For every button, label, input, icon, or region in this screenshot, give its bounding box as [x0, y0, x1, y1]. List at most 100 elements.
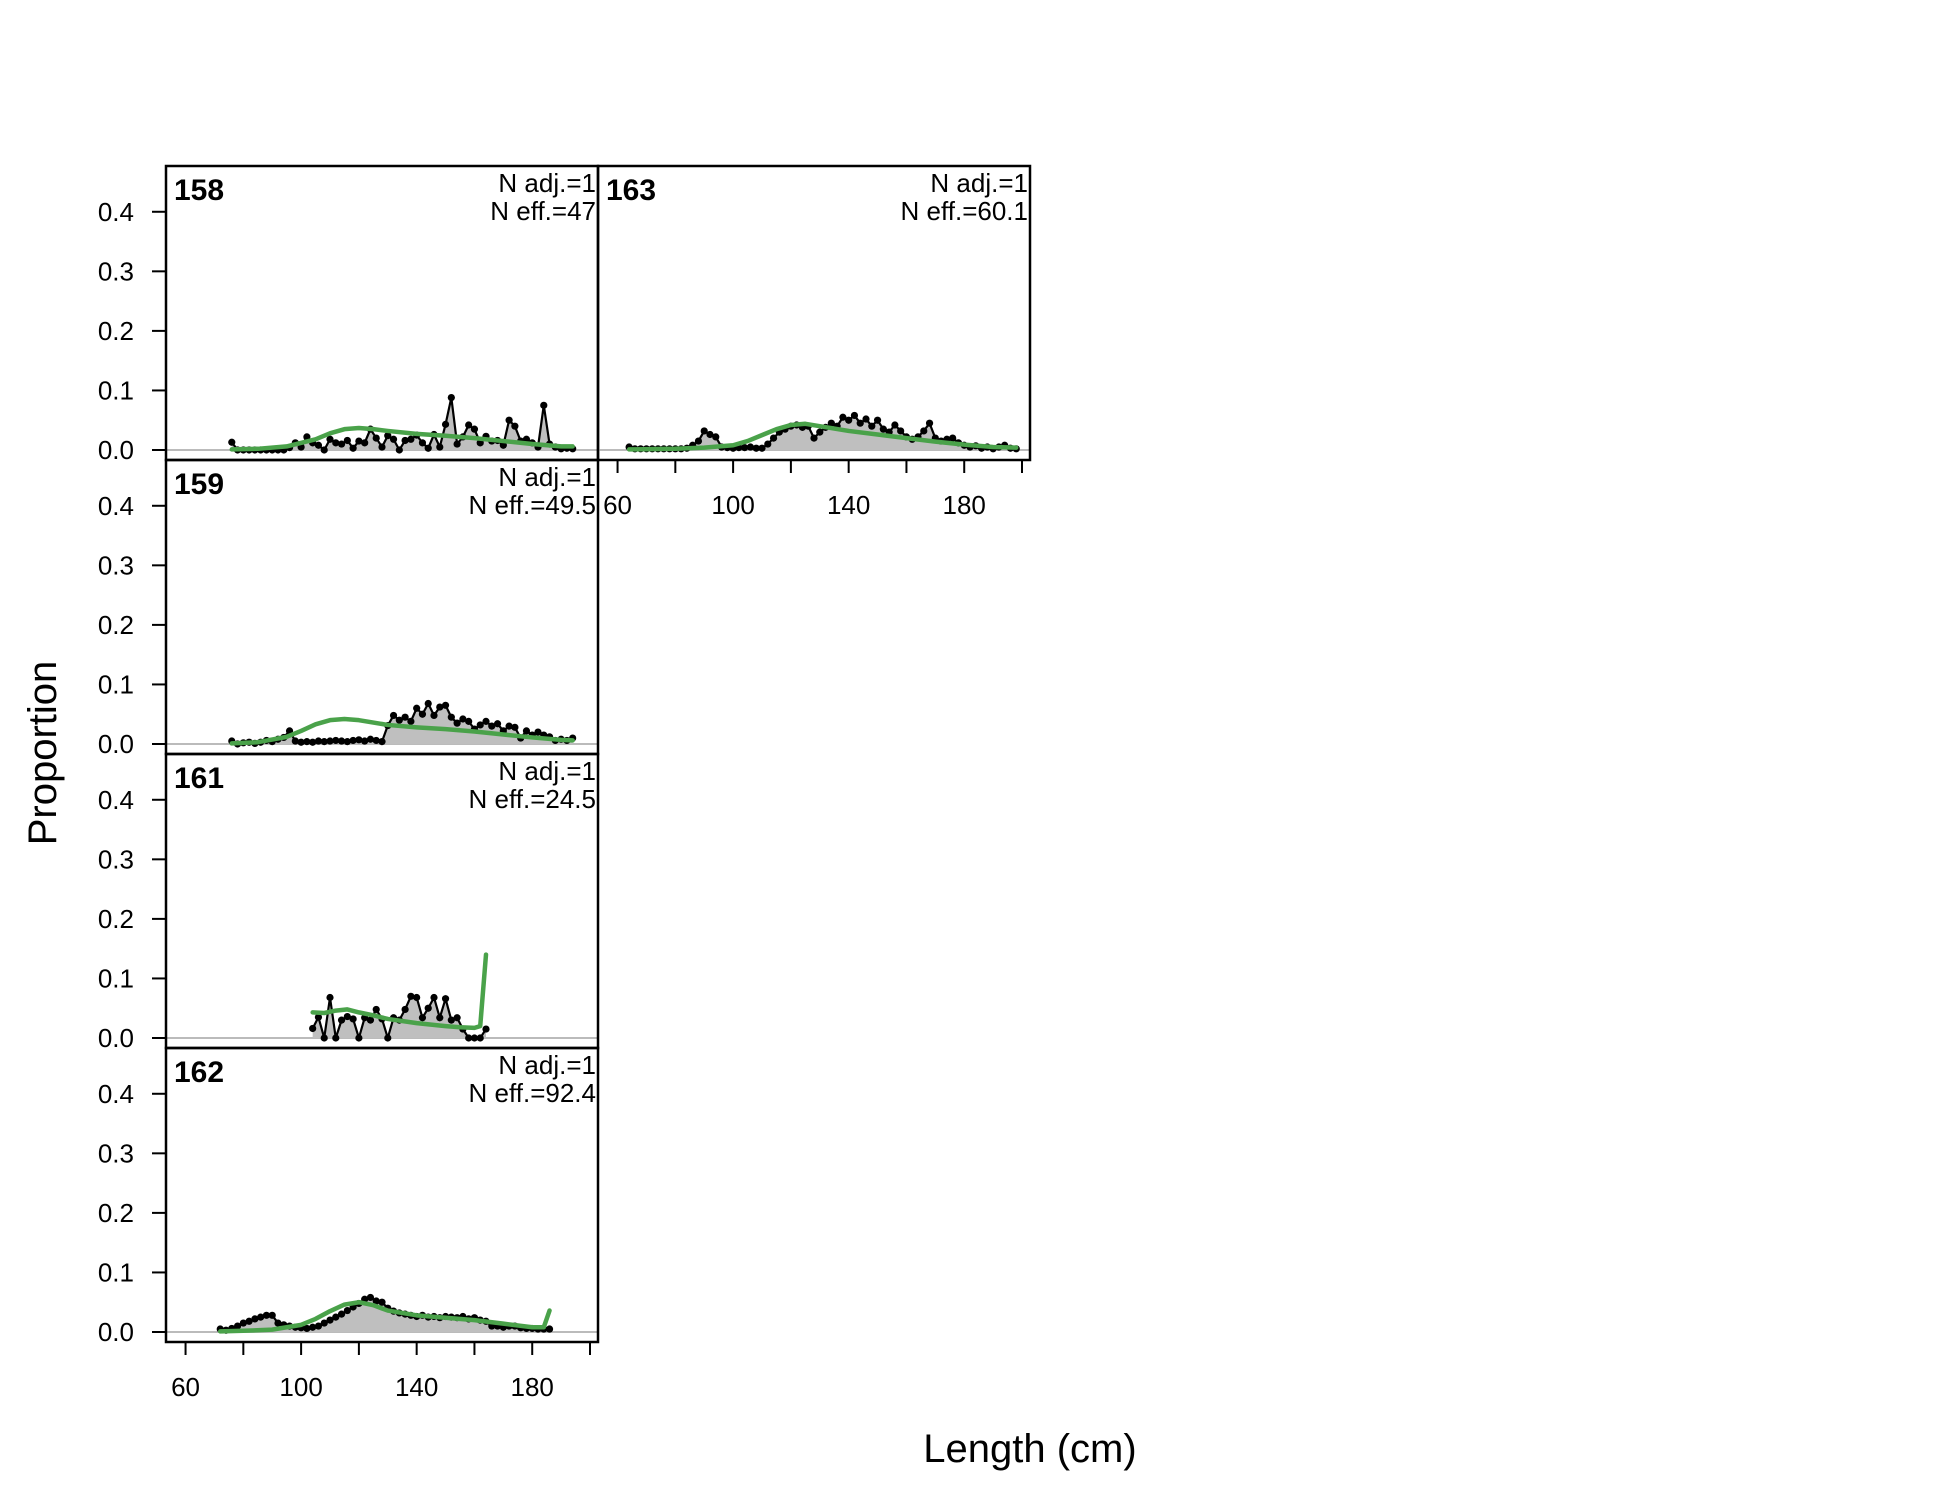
panel-frame: [164, 1046, 600, 1344]
y-tick-label: 0.0: [98, 435, 134, 465]
observed-point: [320, 446, 328, 454]
n-adj-label: N adj.=1: [930, 168, 1028, 198]
observed-point: [413, 704, 421, 712]
observed-point: [239, 1319, 247, 1327]
observed-point: [326, 435, 334, 443]
observed-point: [297, 738, 305, 746]
observed-point: [424, 699, 432, 708]
observed-point: [245, 1317, 253, 1325]
observed-point: [534, 728, 542, 736]
observed-point: [436, 703, 444, 711]
observed-point: [430, 711, 438, 720]
observed-point: [453, 719, 461, 727]
panel-label: 159: [174, 468, 224, 501]
observed-point: [465, 1034, 473, 1042]
observed-point: [891, 421, 899, 429]
observed-point: [862, 415, 870, 423]
x-axis-label: Length (cm): [923, 1427, 1136, 1471]
y-tick-label: 0.1: [98, 963, 134, 993]
observed-point: [309, 1024, 317, 1033]
observed-point: [314, 1013, 323, 1021]
x-tick-label: 140: [827, 490, 870, 520]
n-adj-label: N adj.=1: [498, 1050, 596, 1080]
observed-point: [441, 995, 450, 1003]
observed-point: [839, 413, 847, 421]
observed-point: [868, 422, 876, 430]
observed-point: [395, 446, 403, 454]
observed-point: [372, 736, 380, 745]
observed-point: [343, 1306, 351, 1315]
y-tick-label: 0.4: [98, 197, 134, 227]
observed-point: [441, 701, 450, 709]
observed-point: [413, 993, 421, 1002]
observed-point: [488, 722, 496, 730]
observed-point: [447, 1016, 455, 1024]
observed-point: [407, 992, 415, 1000]
observed-point: [343, 738, 351, 746]
observed-point: [372, 434, 380, 442]
panel-label: 161: [174, 762, 224, 795]
y-tick-label: 0.1: [98, 669, 134, 699]
observed-point: [257, 1313, 265, 1321]
panel-label: 163: [606, 174, 656, 207]
observed-point: [545, 1325, 554, 1333]
panel-163: 60 100 140 180 163 N adj.=1N eff.=60.1: [596, 164, 1032, 520]
x-tick-label: 60: [171, 1372, 200, 1402]
observed-point: [314, 1322, 323, 1330]
observed-point: [925, 419, 934, 427]
observed-point: [856, 419, 864, 427]
observed-point: [389, 435, 398, 443]
observed-point: [758, 444, 766, 452]
observed-point: [920, 427, 928, 435]
expected-line: [229, 425, 575, 452]
n-eff-label: N eff.=47: [490, 196, 596, 226]
y-tick-label: 0.2: [98, 316, 134, 346]
observed-point: [349, 444, 357, 452]
y-tick-label: 0.4: [98, 1079, 134, 1109]
observed-point: [233, 1322, 242, 1330]
observed-point: [361, 439, 369, 447]
observed-point: [752, 444, 760, 452]
observed-point: [401, 436, 409, 445]
y-tick-label: 0.0: [98, 1317, 134, 1347]
n-eff-label: N eff.=60.1: [901, 196, 1028, 226]
observed-point: [436, 1014, 444, 1022]
observed-point: [366, 1293, 375, 1302]
observed-point: [476, 721, 484, 729]
observed-point: [447, 393, 455, 402]
observed-point: [384, 432, 392, 440]
x-tick-label: 100: [279, 1372, 322, 1402]
observed-point: [303, 738, 311, 746]
observed-point: [505, 416, 513, 424]
n-adj-label: N adj.=1: [498, 168, 596, 198]
observed-point: [378, 443, 386, 451]
observed-point: [349, 1015, 357, 1023]
observed-point: [810, 434, 818, 442]
observed-point: [361, 737, 369, 745]
observed-point: [470, 1034, 479, 1042]
observed-point: [879, 425, 887, 433]
observed-point: [540, 401, 548, 409]
observed-point: [337, 1016, 346, 1024]
n-adj-label: N adj.=1: [498, 756, 596, 786]
x-tick-label: 180: [511, 1372, 554, 1402]
x-tick-label: 60: [603, 490, 632, 520]
observed-point: [746, 443, 755, 451]
panel-label: 162: [174, 1056, 224, 1089]
observed-point: [389, 711, 398, 720]
observed-point: [401, 713, 409, 721]
observed-point: [459, 715, 467, 723]
observed-point: [343, 1012, 351, 1021]
observed-point: [326, 993, 334, 1002]
y-tick-label: 0.1: [98, 375, 134, 405]
panel-158: 0.0 0.1 0.2 0.3 0.4 158 N adj.=1N eff.=47: [98, 164, 600, 465]
observed-point: [332, 736, 340, 745]
n-eff-label: N eff.=49.5: [469, 490, 596, 520]
observed-point: [850, 411, 859, 420]
observed-point: [769, 434, 778, 442]
observed-point: [262, 1311, 271, 1319]
observed-point: [441, 420, 450, 428]
n-adj-label: N adj.=1: [498, 462, 596, 492]
observed-point: [291, 737, 299, 745]
y-tick-label: 0.2: [98, 1198, 134, 1228]
